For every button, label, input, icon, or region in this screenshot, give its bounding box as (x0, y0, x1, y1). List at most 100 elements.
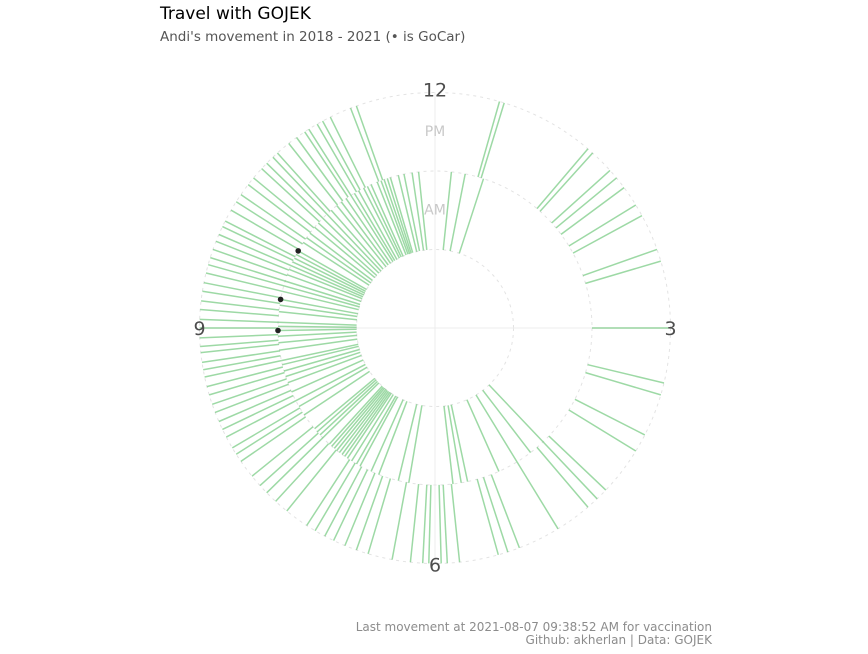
am-trip-line (297, 250, 367, 291)
pm-trip-line (490, 474, 521, 549)
am-trip-marks (277, 171, 544, 485)
pm-trip-line (225, 400, 297, 438)
am-trip-line (322, 217, 380, 274)
pm-trip-line (536, 446, 589, 508)
am-trip-line (350, 394, 394, 462)
am-trip-line (281, 343, 359, 362)
pm-trip-line (349, 107, 380, 182)
pm-trip-line (314, 462, 356, 532)
pm-trip-line (240, 416, 307, 463)
am-trip-line (277, 328, 357, 332)
pm-trip-line (585, 371, 662, 396)
hour-label-3: 3 (664, 318, 676, 340)
pm-trip-line (288, 142, 339, 206)
am-trip-line (340, 201, 389, 266)
pm-trip-line (480, 102, 505, 179)
pm-trip-line (344, 472, 376, 546)
am-trip-line (295, 363, 366, 402)
pm-trip-line (218, 233, 292, 267)
pm-trip-line (276, 152, 331, 212)
pm-trip-line (210, 256, 286, 282)
am-trip-line (345, 198, 392, 264)
am-trip-line (370, 399, 404, 472)
ring-label-am: AM (424, 203, 446, 219)
pm-trip-line (355, 475, 384, 551)
pm-trip-line (324, 466, 363, 537)
am-trip-line (287, 274, 362, 303)
pm-trip-line (574, 398, 646, 436)
pm-trip-line (208, 371, 285, 396)
pm-trip-line (477, 101, 501, 178)
chart-title: Travel with GOJEK (160, 4, 311, 24)
pm-trip-line (200, 339, 279, 348)
am-trip-line (466, 399, 500, 472)
am-trip-line (322, 382, 380, 439)
pm-trip-line (235, 411, 303, 455)
gocar-markers (275, 248, 302, 334)
pm-trip-line (200, 343, 279, 354)
am-trip-line (291, 359, 364, 393)
pm-trip-line (536, 148, 589, 210)
pm-trip-line (409, 484, 420, 563)
am-trip-line (292, 261, 365, 296)
pm-trip-line (203, 355, 281, 371)
am-trip-line (408, 405, 423, 483)
am-trip-line (411, 172, 425, 251)
am-trip-line (278, 321, 357, 326)
pm-trip-line (548, 435, 607, 491)
pm-trip-line (199, 318, 279, 323)
am-trip-line (378, 401, 408, 475)
chart-subtitle: Andi's movement in 2018 - 2021 (• is GoC… (160, 29, 466, 45)
pm-trip-line (230, 209, 300, 251)
pm-trip-line (316, 123, 358, 193)
am-trip-line (333, 387, 386, 449)
chart-labels: 12 3 6 9 AM PM (193, 80, 676, 577)
pm-trip-line (476, 478, 500, 556)
pm-trip-line (438, 484, 442, 564)
pm-trip-line (201, 300, 280, 311)
am-trip-line (317, 222, 378, 277)
pm-trip-line (308, 128, 352, 196)
am-trip-line (346, 392, 392, 459)
pm-trip-line (247, 184, 311, 233)
pm-trip-line (272, 156, 328, 215)
am-trip-line (283, 348, 360, 372)
pm-trip-line (555, 177, 617, 229)
am-trip-line (284, 280, 361, 306)
pm-trip-line (587, 363, 665, 384)
am-trip-line (336, 205, 387, 268)
am-trip-line (449, 173, 466, 252)
am-trip-line (280, 298, 358, 315)
pm-trip-line (231, 407, 301, 449)
hour-label-9: 9 (193, 318, 205, 340)
pm-trip-line (355, 105, 384, 181)
gocar-marker (277, 296, 284, 303)
am-trip-line (403, 173, 421, 252)
pm-trip-line (391, 482, 408, 560)
am-trip-line (278, 334, 357, 344)
pm-trip-line (516, 461, 559, 530)
am-trip-line (314, 377, 376, 430)
am-trip-line (336, 388, 387, 451)
pm-trip-line (207, 263, 285, 287)
pm-trip-line (261, 168, 320, 223)
pm-trip-line (259, 432, 319, 487)
pm-trip-line (215, 240, 290, 271)
am-trip-line (397, 175, 418, 252)
pm-trip-line (214, 383, 289, 414)
am-trip-line (298, 366, 368, 408)
pm-trip-line (286, 449, 337, 512)
am-trip-line (355, 395, 397, 465)
am-trip-line (344, 391, 391, 457)
pm-trip-line (568, 204, 637, 247)
pm-trip-line (206, 366, 284, 388)
pm-trip-line (240, 193, 307, 240)
gocar-marker (295, 248, 302, 254)
pm-trip-line (251, 426, 314, 477)
am-trip-line (330, 209, 384, 270)
pm-trip-line (572, 214, 643, 254)
am-trip-line (357, 190, 398, 260)
am-trip-line (341, 390, 390, 455)
pm-trip-line (201, 350, 280, 364)
